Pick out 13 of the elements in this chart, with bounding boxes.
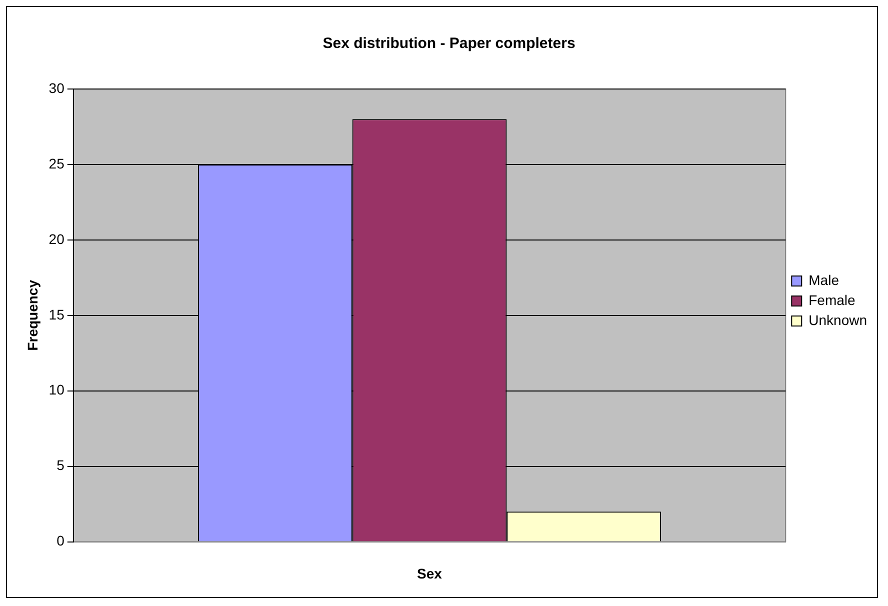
y-tick-label: 5 <box>56 457 65 474</box>
y-tick-label: 15 <box>48 306 65 322</box>
legend-label: Female <box>808 292 856 308</box>
y-axis-title: Frequency <box>24 280 40 351</box>
legend-label: Male <box>808 272 840 288</box>
y-tick-label: 25 <box>48 155 65 172</box>
y-tick-label: 0 <box>56 532 65 549</box>
legend-label: Unknown <box>808 312 868 328</box>
y-tick-label: 30 <box>48 80 65 96</box>
x-axis-title: Sex <box>417 565 442 582</box>
chart-title: Sex distribution - Paper completers <box>322 35 576 52</box>
y-tick-label: 10 <box>48 382 65 398</box>
y-tick-label: 20 <box>48 230 65 247</box>
